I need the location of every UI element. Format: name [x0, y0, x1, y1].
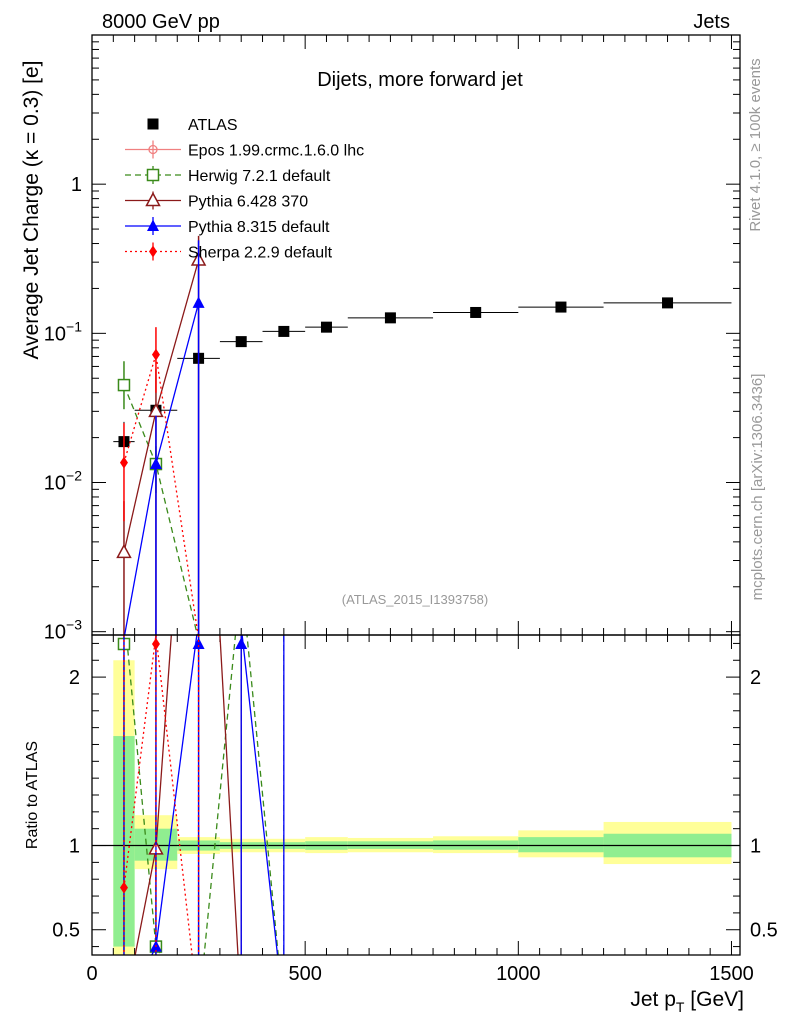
atlas-point — [320, 321, 332, 333]
legend: ATLAS Epos 1.99.crmc.1.6.0 lhc Herwig 7.2.… — [125, 117, 364, 262]
x-axis-label-base: Jet p — [630, 988, 676, 1011]
legend-marker-pythia-8-315-default — [147, 219, 159, 231]
legend-marker-herwig-7-2-1-default — [146, 168, 160, 182]
legend-label-herwig-7-2-1-default: Herwig 7.2.1 default — [188, 168, 331, 185]
herwig-7-2-1-default-ratio-line — [125, 635, 279, 955]
header-right: Jets — [693, 11, 730, 33]
rivet-label: Rivet 4.1.0, ≥ 100k events — [747, 58, 764, 231]
main-y-tick-label-base: 10 — [44, 473, 66, 495]
header-left: 8000 GeV pp — [102, 11, 220, 33]
pythia-8-315-default-point — [149, 457, 162, 470]
legend-marker-epos-1-99-crmc-1-6-0-lhc — [148, 144, 158, 155]
pythia-8-315-default-ratio-point — [235, 637, 248, 649]
pythia-6-428-370-point — [116, 543, 132, 559]
x-tick-label: 1000 — [496, 963, 541, 985]
pythia-6-428-370-ratio-line — [134, 635, 239, 955]
legend-label-atlas: ATLAS — [188, 117, 238, 134]
sherpa-2-2-9-default-point — [151, 348, 160, 361]
ratio-ylabel: Ratio to ATLAS — [24, 741, 41, 849]
sherpa-2-2-9-default-ratio-point — [151, 638, 160, 650]
ratio-y-tick-label-right: 0.5 — [750, 920, 778, 942]
chart-title: Dijets, more forward jet — [317, 69, 523, 91]
ratio-y-tick-label-right: 1 — [750, 836, 761, 858]
pythia-8-315-default-line — [123, 302, 200, 635]
legend-marker-sherpa-2-2-9-default — [149, 245, 157, 258]
atlas-point — [278, 325, 290, 337]
main-y-tick-label-exp: −3 — [66, 617, 82, 633]
pythia-8-315-default-ratio-line — [151, 635, 279, 955]
legend-label-sherpa-2-2-9-default: Sherpa 2.2.9 default — [188, 245, 333, 262]
atlas-point — [662, 297, 674, 309]
main-y-tick-label: 1 — [71, 174, 82, 196]
ratio-band-inner — [518, 837, 604, 853]
atlas-point — [384, 312, 396, 324]
main-y-tick-label-base: 10 — [44, 323, 66, 345]
main-y-tick-label: 10−2 — [44, 468, 82, 495]
ratio-series — [117, 635, 285, 955]
analysis-annotation: (ATLAS_2015_I1393758) — [342, 592, 488, 607]
sherpa-2-2-9-default-point — [119, 456, 128, 469]
legend-label-epos-1-99-crmc-1-6-0-lhc: Epos 1.99.crmc.1.6.0 lhc — [188, 143, 364, 160]
ratio-frame — [91, 634, 741, 956]
ratio-y-tick-label: 0.5 — [52, 920, 80, 942]
main-ylabel: Average Jet Charge (κ = 0.3) [e] — [20, 60, 43, 359]
mcplots-label: mcplots.cern.ch [arXiv:1306.3436] — [749, 374, 766, 601]
ratio-y-tick-label: 2 — [69, 667, 80, 689]
x-axis-label: Jet pT [GeV] — [630, 988, 744, 1015]
atlas-point — [555, 301, 567, 313]
x-tick-label: 0 — [86, 963, 97, 985]
main-y-tick-label-exp: −1 — [66, 318, 82, 334]
legend-label-pythia-6-428-370: Pythia 6.428 370 — [188, 194, 308, 211]
pythia-8-315-default-point — [192, 296, 205, 308]
ratio-y-tick-label-right: 2 — [750, 667, 761, 689]
x-tick-label: 500 — [288, 963, 321, 985]
x-axis-label-unit: [GeV] — [684, 988, 744, 1011]
x-tick-label: 1500 — [709, 963, 754, 985]
ratio-ticks: 0 500 1000 1500 0.5 0.5 1 1 2 2 — [52, 635, 778, 985]
ratio-y-tick-label: 1 — [69, 836, 80, 858]
main-y-tick-label: 10−3 — [44, 617, 82, 644]
ratio-uncertainty-bands — [113, 660, 732, 955]
atlas-point — [235, 336, 247, 348]
pythia-8-315-default-ratio-point — [192, 637, 205, 649]
main-y-tick-label-exp: −2 — [66, 468, 82, 484]
legend-marker-pythia-6-428-370 — [145, 191, 161, 207]
atlas-point — [470, 306, 482, 318]
herwig-7-2-1-default-point — [117, 378, 131, 392]
main-y-tick-label-base: 10 — [44, 622, 66, 644]
legend-label-pythia-8-315-default: Pythia 8.315 default — [188, 219, 330, 236]
legend-marker-atlas — [147, 118, 159, 130]
main-y-tick-label: 10−1 — [44, 318, 82, 345]
main-series — [113, 235, 732, 635]
main-y-ticks: 10−310−210−11 — [44, 34, 740, 644]
sherpa-2-2-9-default-ratio-point — [119, 881, 128, 894]
x-axis-label-sub: T — [676, 999, 685, 1015]
